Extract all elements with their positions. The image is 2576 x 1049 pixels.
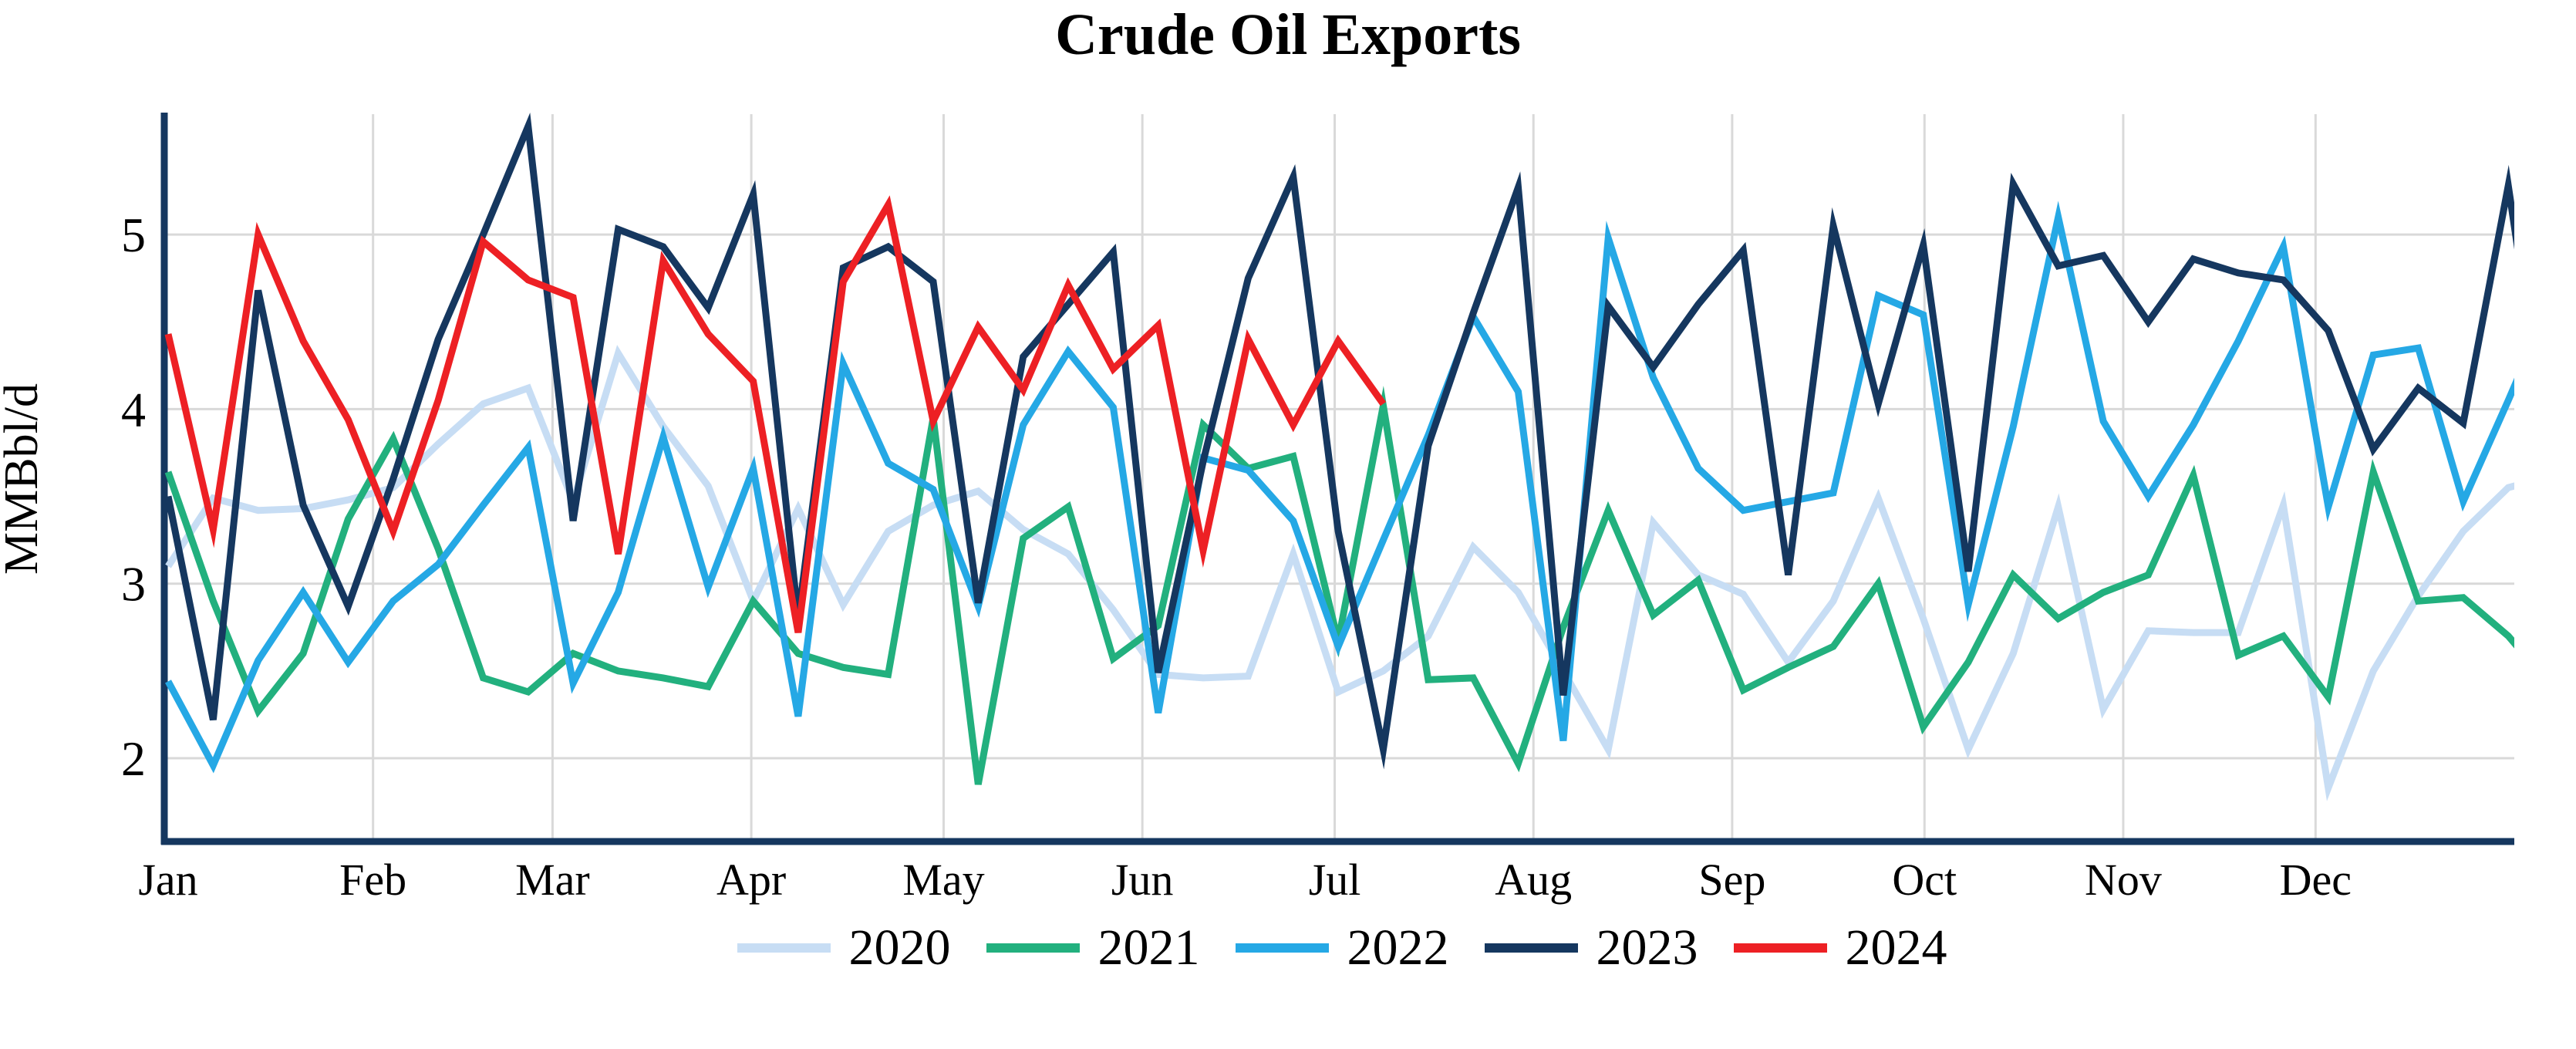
x-tick-label-Jul: Jul — [1309, 855, 1361, 905]
series-line-2024 — [164, 195, 1387, 633]
x-tick-label-Nov: Nov — [2085, 855, 2162, 905]
legend-swatch-2023 — [1484, 943, 1578, 953]
legend-item-2020: 2020 — [737, 923, 951, 973]
series-line-2023 — [164, 113, 2514, 770]
x-tick-label-Aug: Aug — [1495, 855, 1572, 905]
legend-swatch-2021 — [986, 943, 1080, 953]
chart-title: Crude Oil Exports — [1055, 2, 1521, 67]
x-tick-label-Feb: Feb — [339, 855, 406, 905]
x-tick-label-Sep: Sep — [1698, 855, 1765, 905]
y-tick-label-5: 5 — [121, 207, 146, 262]
x-tick-label-May: May — [902, 855, 984, 905]
x-tick-label-Oct: Oct — [1892, 855, 1957, 905]
y-tick-label-2: 2 — [121, 731, 146, 786]
y-tick-label-4: 4 — [121, 382, 146, 437]
legend-label-2022: 2022 — [1347, 919, 1449, 976]
x-tick-label-Mar: Mar — [515, 855, 590, 905]
legend-swatch-2022 — [1235, 943, 1329, 953]
legend-label-2024: 2024 — [1845, 919, 1947, 976]
legend-item-2021: 2021 — [986, 923, 1200, 973]
legend-swatch-2024 — [1733, 943, 1827, 953]
legend-item-2022: 2022 — [1235, 919, 1449, 976]
legend-label-2021: 2021 — [1097, 919, 1200, 976]
x-tick-label-Jan: Jan — [138, 855, 197, 905]
legend-label-2020: 2020 — [848, 919, 951, 976]
legend: 2020 2021 2022 2023 2024 — [0, 923, 2576, 973]
legend-item-2023: 2023 — [1484, 919, 1698, 976]
legend-item-2024: 2024 — [1733, 919, 1947, 976]
legend-label-2023: 2023 — [1596, 919, 1698, 976]
series-line-2022 — [165, 201, 2514, 774]
x-tick-label-Dec: Dec — [2280, 855, 2352, 905]
x-tick-label-Jun: Jun — [1111, 855, 1174, 905]
legend-swatch-2020 — [737, 943, 831, 953]
y-tick-label-3: 3 — [121, 557, 146, 612]
x-tick-label-Apr: Apr — [716, 855, 786, 905]
